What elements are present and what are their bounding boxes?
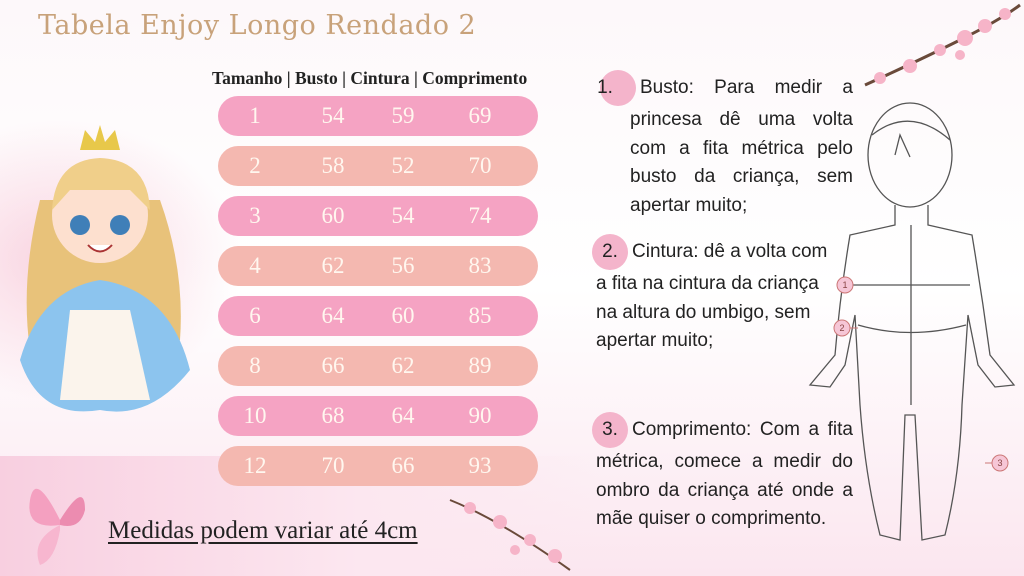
table-cell: 12 [243,453,267,478]
table-cell: 83 [468,253,492,278]
table-cell: 89 [468,353,492,378]
table-cell: 74 [468,203,492,228]
table-row: 1 54 59 69 [218,96,538,136]
table-cell: 64 [391,403,415,428]
marker-2: 2 [839,323,844,333]
instruction-text: Busto: Para medir a princesa dê uma volt… [630,77,853,216]
table-cell: 66 [321,353,345,378]
table-cell: 60 [391,303,415,328]
marker-1: 1 [842,280,847,290]
table-row: 3 60 54 74 [218,196,538,236]
table-cell: 62 [321,253,345,278]
table-cell: 6 [249,303,261,328]
table-cell: 69 [468,103,492,128]
table-cell: 62 [391,353,415,378]
table-cell: 52 [391,153,415,178]
table-cell: 66 [391,453,415,478]
table-cell: 68 [321,403,345,428]
instruction-text: Comprimento: Com a fita métrica, comece … [596,419,853,529]
instruction-2: 2. Cintura: dê a volta com a fita na cint… [592,234,828,356]
table-cell: 3 [249,203,261,228]
table-cell: 54 [391,203,415,228]
table-cell: 56 [391,253,415,278]
table-cell: 93 [468,453,492,478]
table-row: 4 62 56 83 [218,246,538,286]
table-cell: 10 [243,403,267,428]
table-row: 8 66 62 89 [218,346,538,386]
table-row: 12 70 66 93 [218,446,538,486]
table-cell: 54 [321,103,345,128]
princess-illustration [20,125,190,412]
table-cell: 70 [321,453,345,478]
table-cell: 4 [249,253,261,278]
table-row: 10 68 64 90 [218,396,538,436]
table-cell: 70 [468,153,492,178]
disclaimer-note: Medidas podem variar até 4cm [108,517,418,544]
instruction-text: Cintura: dê a volta com a fita na cintur… [596,241,828,351]
table-cell: 60 [321,203,345,228]
instruction-1: 1. Busto: Para medir a princesa dê uma vo… [597,70,853,220]
table-cell: 85 [468,303,492,328]
butterfly-icon [29,488,85,565]
body-measurement-figure: 1 2 3 [808,102,1016,541]
cherry-blossom-top [864,3,1021,87]
instruction-3: 3. Comprimento: Com a fita métrica, comec… [592,412,853,534]
table-row: 6 64 60 85 [218,296,538,336]
cherry-blossom-bottom [449,499,571,571]
table-cell: 8 [249,353,261,378]
table-cell: 64 [321,303,345,328]
table-header: Tamanho | Busto | Cintura | Comprimento [212,68,528,88]
step-number: 2. [592,234,628,270]
step-number: 3. [592,412,628,448]
table-cell: 59 [391,103,415,128]
table-cell: 90 [468,403,492,428]
table-cell: 1 [249,103,261,128]
table-cell: 58 [321,153,345,178]
table-row: 2 58 52 70 [218,146,538,186]
step-number: 1. [597,70,636,106]
table-cell: 2 [249,153,261,178]
marker-3: 3 [997,458,1002,468]
page-title: Tabela Enjoy Longo Rendado 2 [38,10,477,41]
